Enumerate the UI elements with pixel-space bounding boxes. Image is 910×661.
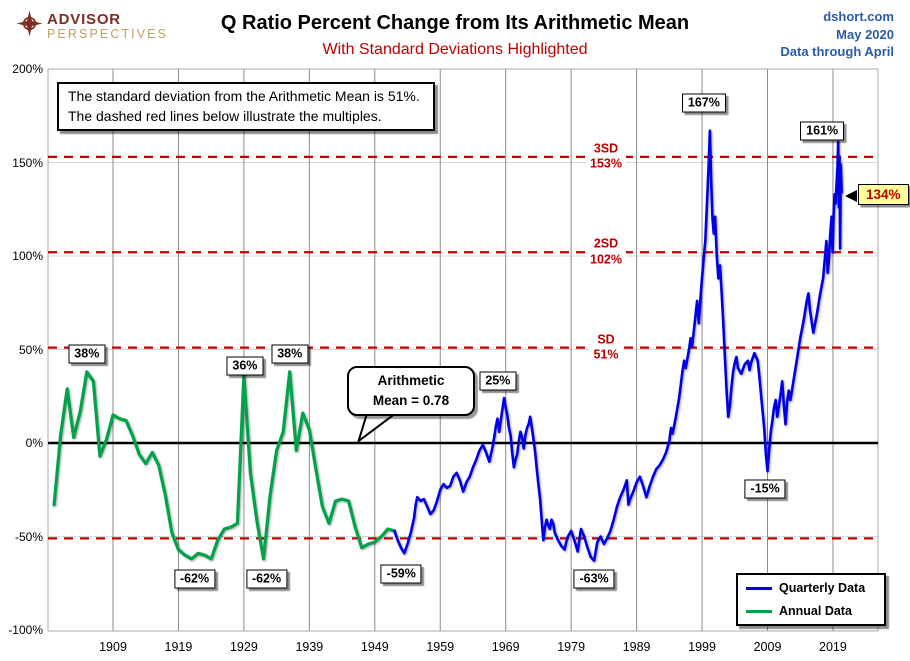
chart-title: Q Ratio Percent Change from Its Arithmet…	[220, 12, 690, 34]
logo-line2: PERSPECTIVES	[47, 26, 169, 41]
source-site: dshort.com	[823, 9, 894, 24]
logo-text: ADVISOR PERSPECTIVES	[47, 12, 168, 41]
compass-star-icon	[16, 10, 43, 42]
logo-line1: ADVISOR	[47, 10, 121, 28]
quarterly-data-line	[393, 129, 844, 563]
legend-label: Quarterly Data	[779, 581, 866, 595]
annual-data-line	[52, 370, 396, 561]
source-block: dshort.com May 2020 Data through April	[780, 8, 894, 61]
note-line1: The standard deviation from the Arithmet…	[68, 88, 420, 104]
legend-entry: Quarterly Data	[746, 581, 876, 595]
source-date: May 2020	[836, 26, 894, 42]
standard-deviation-note: The standard deviation from the Arithmet…	[57, 82, 435, 131]
note-line2: The dashed red lines below illustrate th…	[68, 107, 382, 124]
arithmetic-mean-callout: Arithmetic Mean = 0.78	[347, 366, 475, 416]
chart-subtitle: With Standard Deviations Highlighted	[322, 41, 588, 58]
advisor-perspectives-logo: ADVISOR PERSPECTIVES	[16, 10, 168, 42]
plot-frame	[47, 68, 879, 632]
legend-entry: Annual Data	[746, 604, 876, 618]
current-value-badge: 134%	[858, 184, 909, 205]
legend-swatch-icon	[746, 586, 772, 590]
mean-callout-line1: Arithmetic	[377, 373, 445, 388]
source-through: Data through April	[780, 44, 894, 59]
legend-swatch-icon	[746, 609, 772, 613]
current-value-arrow-icon	[845, 190, 857, 202]
legend-label: Annual Data	[779, 604, 852, 618]
legend: Quarterly Data Annual Data	[736, 573, 886, 626]
mean-callout-line2: Mean = 0.78	[372, 393, 450, 408]
